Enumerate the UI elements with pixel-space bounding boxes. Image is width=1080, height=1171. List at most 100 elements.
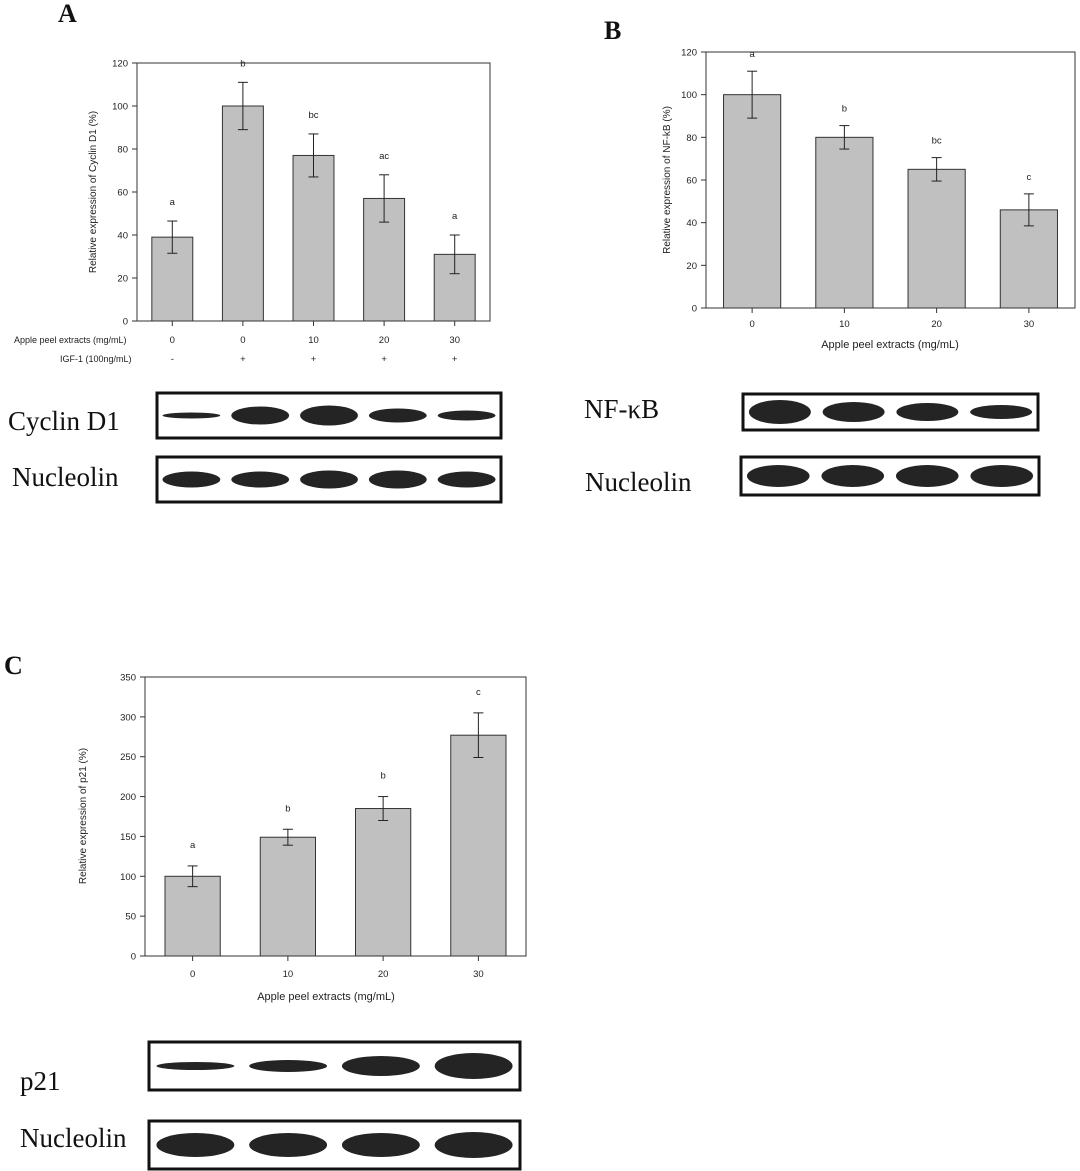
blot-band-nfkb <box>970 405 1033 419</box>
chart-b-xlabel: Apple peel extracts (mg/mL) <box>821 339 959 351</box>
y-tick-label: 20 <box>686 261 697 272</box>
x-tick-label: 30 <box>449 335 460 346</box>
bar <box>221 105 264 322</box>
significance-label: b <box>285 803 290 814</box>
bar <box>259 836 316 957</box>
x-tick-label: 0 <box>170 335 175 346</box>
y-tick-label: 80 <box>686 133 697 144</box>
y-tick-label: 0 <box>692 304 697 315</box>
chart-c-ylabel: Relative expression of p21 (%) <box>78 748 89 884</box>
bar <box>907 168 966 309</box>
blot-label-nfkb: NF-κB <box>584 394 659 424</box>
blot-label-nucleolin-c: Nucleolin <box>20 1123 127 1153</box>
blot-label-nucleolin-a: Nucleolin <box>12 462 119 492</box>
chart-a-row-label-igf: IGF-1 (100ng/mL) <box>60 354 132 364</box>
y-tick-label: 250 <box>120 752 136 763</box>
y-tick-label: 40 <box>117 231 128 242</box>
x-tick-label: 0 <box>749 319 754 330</box>
significance-label: bc <box>932 136 942 147</box>
x-tick-label: 10 <box>283 969 294 980</box>
blot-band-nucleolin-a <box>231 471 290 488</box>
bar <box>450 734 507 957</box>
y-tick-label: 120 <box>681 48 697 59</box>
panel-letter-c: C <box>4 651 23 680</box>
x-tick-label: 20 <box>378 969 389 980</box>
blot-band-nucleolin-c <box>341 1133 420 1157</box>
blot-band-nucleolin-b <box>970 465 1034 487</box>
igf-treatment-label: + <box>452 354 458 365</box>
significance-label: c <box>476 687 481 698</box>
blot-band-nucleolin-b <box>895 465 959 487</box>
blot-band-nucleolin-a <box>368 470 427 489</box>
y-tick-label: 120 <box>112 59 128 70</box>
bar <box>723 94 782 309</box>
significance-label: a <box>749 49 755 60</box>
igf-treatment-label: + <box>381 354 387 365</box>
x-tick-label: 10 <box>839 319 850 330</box>
y-tick-label: 200 <box>120 792 136 803</box>
chart-a: Relative expression of Cyclin D1 (%) App… <box>14 58 491 365</box>
bar <box>292 154 335 322</box>
y-tick-label: 350 <box>120 673 136 684</box>
panel-letter-a: A <box>58 0 77 28</box>
blot-band-cyclin-d1 <box>437 410 496 421</box>
igf-treatment-label: + <box>311 354 317 365</box>
blot-band-nucleolin-c <box>156 1133 235 1157</box>
blot-band-p21 <box>156 1062 235 1070</box>
blot-band-p21 <box>249 1060 328 1072</box>
blot-band-nucleolin-c <box>249 1133 328 1157</box>
y-tick-label: 300 <box>120 712 136 723</box>
blot-band-nucleolin-b <box>746 465 810 487</box>
y-tick-label: 60 <box>686 176 697 187</box>
blot-band-cyclin-d1 <box>231 406 290 425</box>
blot-label-p21: p21 <box>20 1066 61 1096</box>
x-tick-label: 30 <box>1024 319 1035 330</box>
blot-band-p21 <box>434 1053 513 1079</box>
blot-band-nfkb <box>822 402 885 422</box>
blot-label-nucleolin-b: Nucleolin <box>585 467 692 497</box>
y-tick-label: 0 <box>123 317 128 328</box>
chart-c: Relative expression of p21 (%) Apple pee… <box>78 673 527 1003</box>
y-tick-label: 100 <box>112 102 128 113</box>
chart-a-row-label-extract: Apple peel extracts (mg/mL) <box>14 335 127 345</box>
chart-c-frame <box>144 676 527 957</box>
blot-band-nucleolin-a <box>300 470 358 489</box>
x-tick-label: 20 <box>379 335 390 346</box>
chart-c-xlabel: Apple peel extracts (mg/mL) <box>257 991 395 1003</box>
panel-letter-b: B <box>604 16 621 45</box>
y-tick-label: 80 <box>117 145 128 156</box>
western-blots <box>147 391 1041 1171</box>
y-tick-label: 60 <box>117 188 128 199</box>
y-tick-label: 100 <box>681 90 697 101</box>
bar <box>164 875 221 957</box>
significance-label: ac <box>379 151 389 162</box>
blot-band-nucleolin-b <box>821 465 885 487</box>
bar <box>433 253 476 322</box>
significance-label: b <box>240 58 245 69</box>
igf-treatment-label: + <box>240 354 246 365</box>
blot-band-cyclin-d1 <box>368 408 427 423</box>
x-tick-label: 0 <box>190 969 195 980</box>
igf-treatment-label: - <box>171 354 174 365</box>
blot-band-cyclin-d1 <box>162 412 221 419</box>
y-tick-label: 20 <box>117 274 128 285</box>
x-tick-label: 30 <box>473 969 484 980</box>
blot-band-nfkb <box>748 400 811 424</box>
bar <box>355 808 412 957</box>
blot-label-cyclin-d1: Cyclin D1 <box>8 406 120 436</box>
significance-label: a <box>170 197 176 208</box>
blot-band-nucleolin-c <box>434 1132 513 1158</box>
blot-band-cyclin-d1 <box>300 405 358 426</box>
blot-band-nucleolin-a <box>162 471 221 488</box>
x-tick-label: 0 <box>240 335 245 346</box>
x-tick-label: 20 <box>931 319 942 330</box>
blot-band-nfkb <box>896 403 959 421</box>
significance-label: b <box>380 771 385 782</box>
blot-band-p21 <box>341 1056 420 1076</box>
y-tick-label: 100 <box>120 872 136 883</box>
y-tick-label: 0 <box>131 952 136 963</box>
blot-band-nucleolin-a <box>437 471 496 488</box>
x-tick-label: 10 <box>308 335 319 346</box>
y-tick-label: 40 <box>686 218 697 229</box>
